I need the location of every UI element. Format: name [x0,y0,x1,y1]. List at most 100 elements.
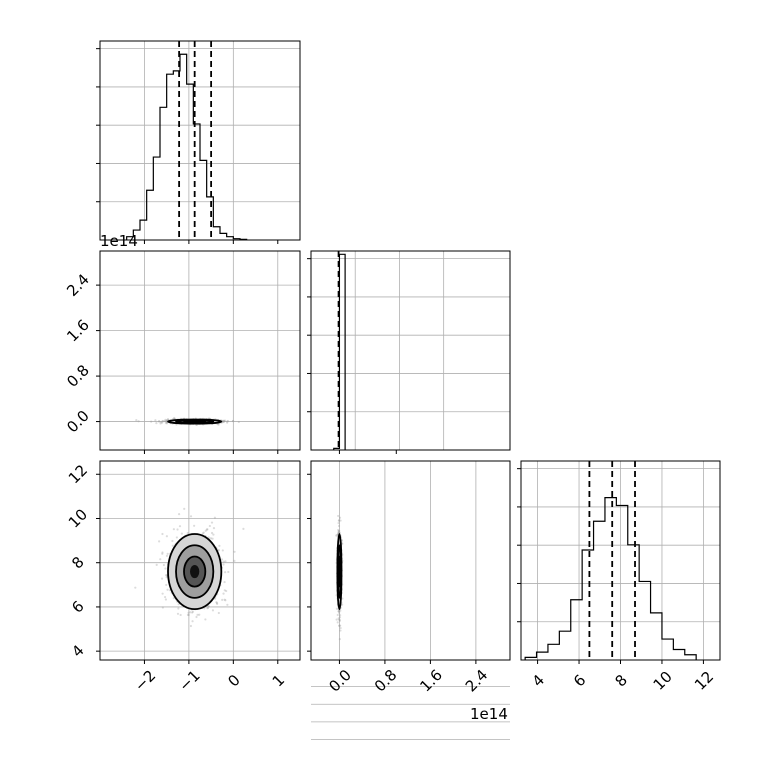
sample-point [210,531,214,535]
sample-point [164,420,167,423]
sample-point [223,598,226,601]
sample-point [339,519,342,522]
y-tick-label: 0.8 [63,361,93,391]
sample-point [215,601,219,605]
sample-point [159,558,162,561]
sample-point [338,637,341,641]
sample-point [165,535,168,538]
sample-point [191,611,194,614]
sample-point [233,559,236,562]
sample-point [335,534,338,537]
x-tick-label: 10 [650,668,676,694]
sample-point [337,531,341,534]
sample-point [161,551,164,554]
sample-point [161,592,164,595]
sample-point [191,610,195,613]
sample-point [227,570,230,574]
sample-point [183,507,186,510]
sample-point [336,621,339,624]
contour-line [167,533,223,611]
sample-point [338,516,342,519]
sample-point [207,605,210,608]
contour-line [183,555,207,588]
sample-point [177,513,181,516]
x-tick-label: 0.8 [371,666,401,696]
y-tick-label: 2.4 [63,270,93,300]
sample-point [339,624,342,627]
x-tick-label: −2 [131,667,159,695]
sample-point [337,514,340,518]
histogram-step [126,53,248,240]
hist-x-panel [96,40,301,244]
sample-point [337,524,341,528]
sample-point [159,422,162,425]
sample-point [158,540,161,543]
sample-point [186,613,190,617]
sample-point [165,422,169,425]
sample-point [189,515,193,518]
sample-point [135,419,138,422]
sample-point [165,583,168,587]
sample-point [164,418,167,421]
sample-point [226,603,229,606]
sample-point [160,421,164,424]
density-core [190,564,200,579]
sample-point [189,624,193,628]
z-vs-y-panel: 0.0 0.8 1.6 2.4 [307,460,511,740]
sample-point [337,528,340,532]
sample-point [205,528,209,531]
sample-point [186,531,189,535]
sample-point [338,529,341,532]
y-tick-label: 8 [68,553,87,572]
axes-frame [310,250,511,451]
sample-point [137,420,140,423]
sample-point [341,597,344,600]
sample-point [226,420,229,423]
x-tick-label: 1.6 [416,666,446,696]
sample-point [209,537,213,540]
sample-point [164,598,167,601]
axes-frame [99,250,301,451]
sample-point [161,606,164,609]
contour-line [183,419,207,424]
sample-point [339,626,342,630]
x-tick-label: 1 [269,671,288,690]
sample-point [155,422,158,425]
sample-point [222,563,225,566]
x-tick-label: −1 [175,667,203,695]
x-tick-label: 0.0 [325,666,355,696]
histogram-step [524,497,697,660]
sample-point [223,419,227,422]
sample-point [134,586,137,589]
axes-frame [99,460,301,661]
axes-frame [99,40,301,241]
sample-point [173,416,176,420]
sample-point [215,601,218,604]
sample-point [189,611,192,614]
contour-line [337,555,342,588]
sample-point [224,560,227,563]
sample-point [337,519,341,522]
sample-point [237,420,240,424]
sample-point [338,619,342,622]
sample-point [206,528,209,531]
sample-point [339,614,342,617]
sample-point [217,611,220,615]
sample-point [224,599,227,602]
sample-point [177,607,180,610]
z-vs-x-panel: 4 6 8 10 12 −2 −1 0 1 [65,460,301,695]
sample-point [160,577,164,580]
x-tick-label: 6 [570,671,589,690]
sample-point [165,419,168,422]
sample-point [157,420,161,423]
sample-point [231,419,235,423]
sample-point [337,609,340,613]
sample-point [223,580,226,584]
sample-point [222,420,225,423]
sample-point [225,589,228,593]
y-tick-label: 12 [65,461,91,487]
sample-point [158,420,161,423]
sample-point [217,423,220,426]
sample-point [201,532,204,535]
sample-point [159,421,163,424]
